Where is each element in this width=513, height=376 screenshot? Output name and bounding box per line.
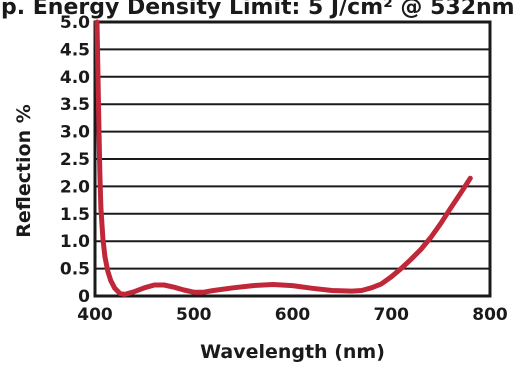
x-tick-label-3: 700 (374, 305, 410, 325)
y-tick-labels: 0 0.5 1.0 1.5 2.0 2.5 3.0 3.5 4.0 4.5 5.0 (60, 13, 90, 307)
grid (95, 21, 490, 297)
y-tick-label-5: 2.5 (60, 150, 90, 170)
y-axis-label: Reflection % (13, 104, 35, 238)
y-tick-label-6: 3.0 (60, 123, 90, 143)
y-tick-label-9: 4.5 (60, 40, 90, 60)
x-axis-label: Wavelength (nm) (200, 341, 385, 363)
x-tick-labels: 400 500 600 700 800 (77, 305, 508, 325)
y-tick-label-10: 5.0 (60, 13, 90, 33)
plot-frame (93, 20, 492, 298)
y-tick-label-7: 3.5 (60, 95, 90, 115)
y-tick-label-2: 1.0 (60, 232, 90, 252)
y-tick-label-1: 0.5 (60, 260, 90, 280)
y-tick-label-3: 1.5 (60, 205, 90, 225)
x-tick-label-1: 500 (176, 305, 212, 325)
x-tick-label-4: 800 (472, 305, 508, 325)
x-tick-label-2: 600 (275, 305, 311, 325)
series-line-0 (94, 19, 473, 297)
x-tick-label-0: 400 (77, 305, 113, 325)
y-tick-label-0: 0 (78, 287, 90, 307)
y-tick-label-8: 4.0 (60, 68, 90, 88)
y-tick-label-4: 2.0 (60, 177, 90, 197)
plot-border (93, 20, 492, 298)
cropped-chart-title: p. Energy Density Limit: 5 J/cm² @ 532nm (1, 0, 513, 20)
series-layer (94, 19, 473, 297)
